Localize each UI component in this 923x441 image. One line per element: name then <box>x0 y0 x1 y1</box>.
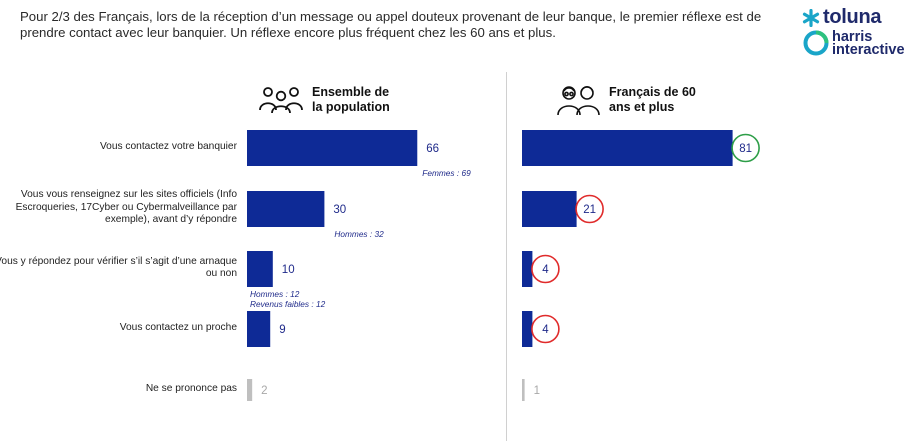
series-2-name: Français de 60 ans et plus <box>609 85 696 114</box>
value-label: 1 <box>534 385 540 397</box>
annotation-note: Hommes : 32 <box>334 229 384 240</box>
people-group-icon <box>259 87 303 114</box>
value-label: 10 <box>282 264 295 276</box>
logo-sub2: interactive <box>832 42 905 58</box>
bar <box>247 311 271 347</box>
annotation-line: Hommes : 12 <box>250 289 300 299</box>
value-label: 81 <box>739 143 752 155</box>
value-label: 4 <box>542 324 549 336</box>
category-label: Vous contactez votre banquier <box>99 140 237 152</box>
header-60-plus: Français de 60 ans et plus <box>555 84 699 116</box>
annotation-note: Femmes : 69 <box>422 168 471 179</box>
annotation-line: Revenus faibles : 12 <box>250 298 326 309</box>
elderly-couple-icon <box>557 85 600 116</box>
annotation-note: Hommes : 12 Revenus faibles : 12 <box>250 289 326 309</box>
category-label: Vous contactez un proche <box>119 321 237 333</box>
category-label: Vous y répondez pour vérifier s’il s’agi… <box>0 255 237 280</box>
bar <box>522 379 525 401</box>
value-label: 4 <box>542 264 549 276</box>
bar <box>522 191 577 227</box>
category-label: Vous vous renseignez sur les sites offic… <box>15 189 237 226</box>
category-label: Ne se prononce pas <box>145 382 237 394</box>
value-label: 2 <box>261 385 267 397</box>
value-label: 66 <box>426 143 439 155</box>
annotation-line: Femmes : 69 <box>422 168 471 178</box>
value-label: 30 <box>333 204 346 216</box>
value-label: 21 <box>583 204 596 216</box>
intro-text: Pour 2/3 des Français, lors de la récept… <box>20 9 762 40</box>
toluna-harris-interactive-logo: toluna harris interactive <box>800 6 920 64</box>
annotation-line: Hommes : 32 <box>334 229 384 239</box>
highlight-circle <box>531 254 560 284</box>
bar <box>247 251 273 287</box>
highlight-circle <box>575 194 604 224</box>
value-label: 9 <box>279 324 285 336</box>
asterisk-icon <box>802 8 820 27</box>
bar <box>522 311 533 347</box>
bar <box>247 191 325 227</box>
header-ensemble: Ensemble de la population <box>258 85 402 115</box>
logo-sub1: harris <box>832 29 873 45</box>
bar <box>247 379 253 401</box>
column-divider <box>506 72 507 441</box>
highlight-circle <box>731 133 760 163</box>
series-1-name: Ensemble de la population <box>312 85 390 114</box>
bar <box>522 251 533 287</box>
ring-icon <box>803 30 829 56</box>
bar <box>247 130 418 166</box>
logo-brand: toluna <box>823 6 882 28</box>
highlight-circle <box>531 314 560 344</box>
bar <box>522 130 733 166</box>
